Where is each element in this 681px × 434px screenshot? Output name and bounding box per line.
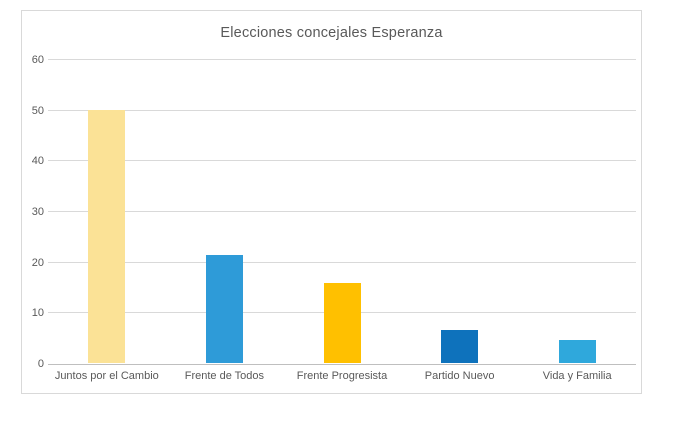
y-tick-label-30: 30 — [31, 206, 44, 218]
bar-juntos-por-el-cambio — [88, 109, 126, 363]
x-tick-label-frente-progresista: Frente Progresista — [296, 370, 388, 382]
gridline-y-50 — [48, 109, 636, 111]
bar-frente-progresista — [323, 282, 361, 363]
y-tick-label-60: 60 — [31, 54, 44, 66]
x-tick-label-partido-nuevo: Partido Nuevo — [424, 370, 495, 382]
gridline-y-0 — [48, 364, 636, 365]
bar-partido-nuevo — [441, 329, 479, 363]
plot-area — [48, 59, 636, 365]
y-tick-label-40: 40 — [31, 155, 44, 168]
y-tick-label-20: 20 — [31, 256, 44, 269]
gridline-y-40 — [48, 160, 636, 162]
chart-title: Elecciones concejales Esperanza — [220, 25, 443, 41]
y-tick-label-10: 10 — [31, 307, 44, 320]
y-tick-label-0: 0 — [37, 358, 44, 370]
x-tick-label-frente-de-todos: Frente de Todos — [184, 370, 265, 382]
x-tick-label-juntos-por-el-cambio: Juntos por el Cambio — [54, 370, 159, 382]
bar-vida-y-familia — [558, 339, 596, 363]
gridline-y-30 — [48, 211, 636, 212]
x-tick-label-vida-y-familia: Vida y Familia — [542, 370, 612, 382]
gridline-y-20 — [48, 261, 636, 263]
bar-frente-de-todos — [205, 255, 243, 363]
chart-frame: Elecciones concejales Esperanza 0 10 20 30 4… — [21, 10, 642, 394]
y-tick-label-50: 50 — [31, 104, 44, 117]
gridline-y-60 — [48, 59, 636, 60]
